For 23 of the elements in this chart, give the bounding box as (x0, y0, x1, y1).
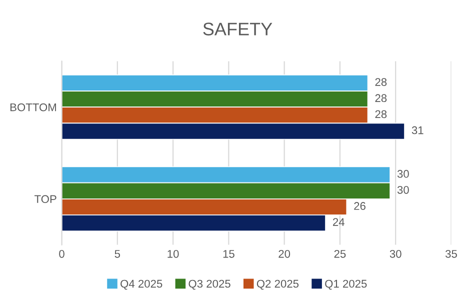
y-tick-label: TOP (34, 195, 56, 204)
legend-label: Q3 2025 (188, 280, 230, 290)
data-label: 30 (397, 186, 409, 194)
x-tick-label: 25 (334, 250, 346, 258)
chart-title: SAFETY (203, 22, 272, 36)
x-tick-label: 30 (390, 250, 402, 258)
data-label: 30 (397, 170, 409, 178)
x-tick-label: 35 (445, 250, 457, 258)
data-label: 28 (375, 110, 387, 118)
legend-label: Q2 2025 (256, 280, 299, 290)
x-tick-label: 15 (223, 250, 234, 258)
data-label: 31 (412, 126, 424, 134)
data-label: 24 (333, 218, 344, 226)
x-tick-label: 0 (59, 250, 64, 258)
data-label: 28 (375, 94, 387, 102)
data-label: 28 (375, 78, 387, 86)
x-tick-label: 10 (168, 250, 179, 258)
legend-label: Q1 2025 (325, 280, 367, 290)
y-tick-label: BOTTOM (10, 103, 56, 112)
x-tick-label: 5 (114, 250, 120, 258)
legend-label: Q4 2025 (120, 280, 162, 290)
data-label: 26 (354, 202, 366, 210)
x-tick-label: 20 (278, 250, 290, 258)
